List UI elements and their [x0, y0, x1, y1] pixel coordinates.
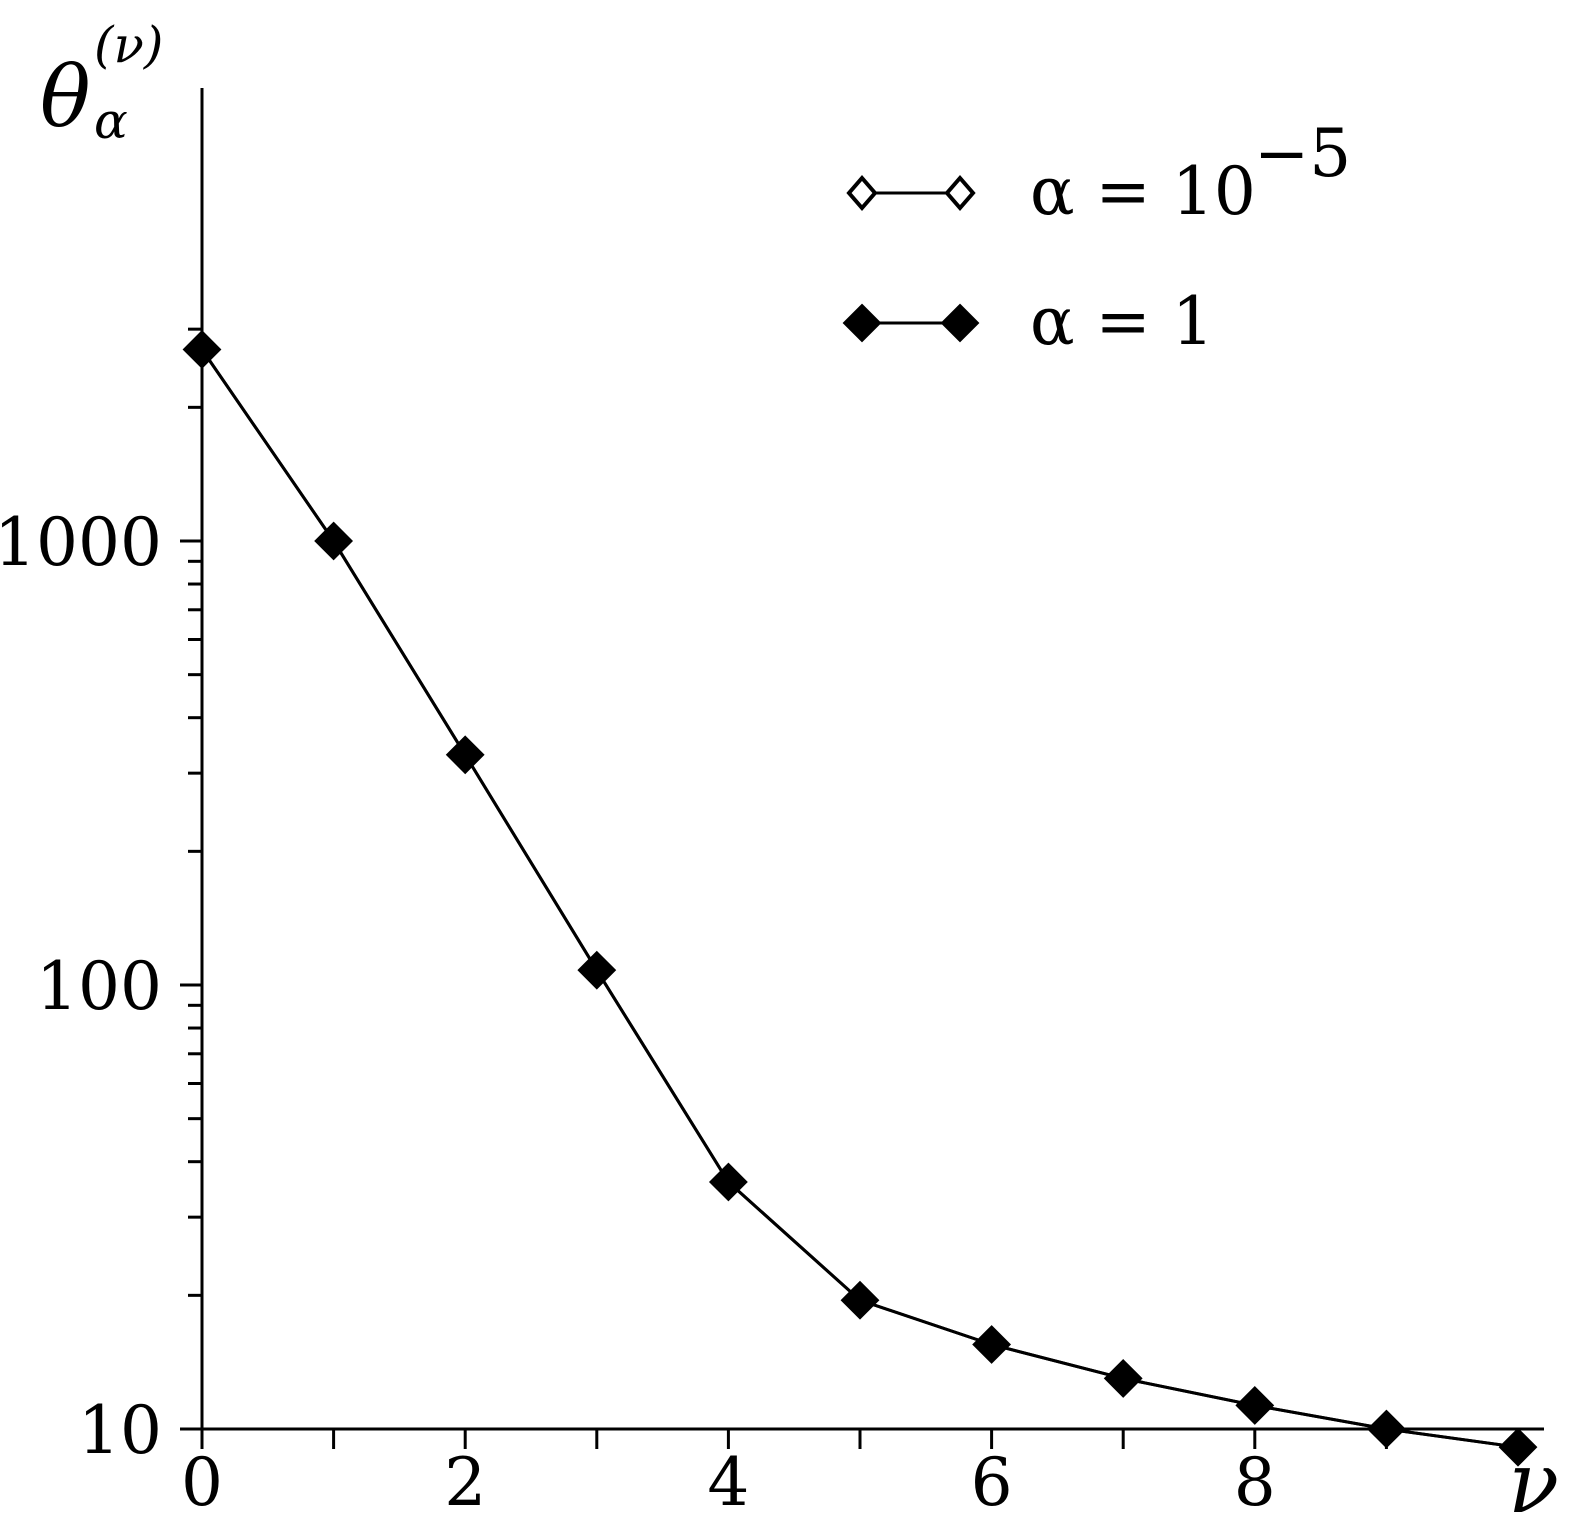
- filled-diamond-point: [1498, 1427, 1538, 1467]
- legend-label-alpha-1e-5-exponent: −5: [1254, 115, 1351, 192]
- filled-diamond-point: [182, 330, 222, 369]
- y-axis-title-main: θ: [40, 48, 91, 146]
- y-tick-labels: 10 100 1000: [0, 504, 162, 1469]
- x-tick-label: 0: [181, 1444, 223, 1521]
- legend-hollow-diamond-marker-icon: [944, 174, 976, 212]
- filled-diamond-point: [1103, 1358, 1143, 1398]
- x-tick-label: 6: [971, 1444, 1013, 1521]
- filled-diamond-point: [445, 735, 485, 775]
- filled-diamond-point: [972, 1325, 1012, 1364]
- legend-item-alpha-1: α = 1: [842, 283, 1214, 360]
- legend-label-alpha-1e-5: α = 10: [1030, 153, 1256, 230]
- legend-item-alpha-1e-5: α = 10 −5: [846, 115, 1351, 230]
- filled-diamond-point: [840, 1280, 880, 1320]
- y-tick-label: 10: [78, 1392, 162, 1469]
- axes: [200, 88, 1544, 1431]
- filled-diamond-point: [1235, 1386, 1275, 1425]
- x-tick-labels: 0 2 4 6 8: [181, 1444, 1276, 1521]
- y-tick-label: 1000: [0, 504, 162, 581]
- x-tick-label: 4: [707, 1444, 749, 1521]
- legend-filled-diamond-marker-icon: [940, 303, 980, 343]
- legend-label-alpha-1: α = 1: [1030, 283, 1214, 360]
- x-ticks: [200, 1429, 1520, 1449]
- x-tick-label: 8: [1234, 1444, 1276, 1521]
- y-axis-title-subscript: α: [94, 92, 128, 150]
- series-layer: [182, 330, 1538, 1467]
- legend: α = 10 −5 α = 1: [842, 115, 1351, 360]
- filled-diamond-point: [1366, 1409, 1406, 1449]
- y-ticks: [180, 327, 202, 1431]
- y-axis-title-superscript: (ν): [94, 16, 163, 74]
- filled-diamond-point: [314, 521, 354, 561]
- legend-filled-diamond-marker-icon: [842, 303, 882, 343]
- legend-hollow-diamond-marker-icon: [846, 174, 878, 212]
- x-tick-label: 2: [444, 1444, 486, 1521]
- filled-diamond-point: [708, 1162, 748, 1202]
- filled-diamond-point: [577, 950, 617, 990]
- y-axis-title: θ (ν) α: [40, 16, 163, 150]
- y-tick-label: 100: [36, 948, 162, 1025]
